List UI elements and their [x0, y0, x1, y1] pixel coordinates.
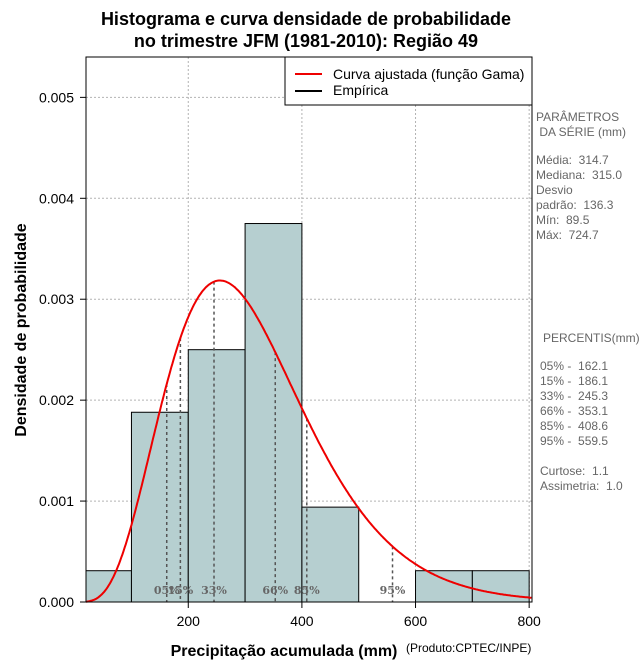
percentis-body: 05% - 162.1 15% - 186.1 33% - 245.3 66% …	[540, 359, 623, 493]
params-title: PARÂMETROS DA SÉRIE (mm)	[536, 110, 627, 139]
legend-empirical-label: Empírica	[333, 82, 388, 98]
x-tick-label: 600	[404, 613, 428, 629]
histogram-bar	[301, 506, 360, 603]
chart-title-line1: Histograma e curva densidade de probabil…	[101, 9, 511, 29]
percentis-title: PERCENTIS(mm)	[543, 331, 640, 345]
y-axis: 0.000 0.001 0.002 0.003 0.004 0.005	[39, 89, 86, 610]
percentile-label: 66%	[262, 584, 288, 597]
product-credit: (Produto:CPTEC/INPE)	[406, 641, 532, 655]
histogram-bar	[244, 223, 303, 603]
x-tick-label: 200	[177, 613, 201, 629]
chart-title-line2: no trimestre JFM (1981-2010): Região 49	[134, 31, 478, 51]
y-tick-label: 0.004	[39, 190, 74, 206]
y-tick-label: 0.002	[39, 392, 74, 408]
legend-box	[284, 56, 533, 106]
percentile-label: 15%	[167, 584, 193, 597]
x-tick-label: 800	[517, 613, 541, 629]
legend-fitted-label: Curva ajustada (função Gama)	[333, 66, 524, 82]
y-tick-label: 0.001	[39, 493, 74, 509]
y-axis-label: Densidade de probabilidade	[13, 223, 30, 436]
percentile-label: 33%	[201, 584, 227, 597]
params-body: Média: 314.7 Mediana: 315.0 Desvio padrã…	[536, 153, 623, 242]
x-axis-label: Precipitação acumulada (mm)	[171, 643, 398, 660]
histogram-bar	[130, 411, 189, 603]
x-axis: 200 400 600 800	[177, 602, 541, 629]
percentile-label: 85%	[294, 584, 320, 597]
histogram-bars	[85, 223, 530, 603]
legend: Curva ajustada (função Gama) Empírica	[284, 56, 533, 106]
gamma-fit-curve	[85, 279, 532, 603]
y-tick-label: 0.003	[39, 291, 74, 307]
x-tick-label: 400	[290, 613, 314, 629]
y-tick-label: 0.000	[39, 594, 74, 610]
histogram-bar	[187, 349, 246, 603]
percentile-markers: 05%15% 33% 66% 85% 95%	[154, 281, 406, 602]
percentile-label: 05%	[154, 584, 180, 597]
y-tick-label: 0.005	[39, 89, 74, 105]
percentile-label: 95%	[380, 584, 406, 597]
